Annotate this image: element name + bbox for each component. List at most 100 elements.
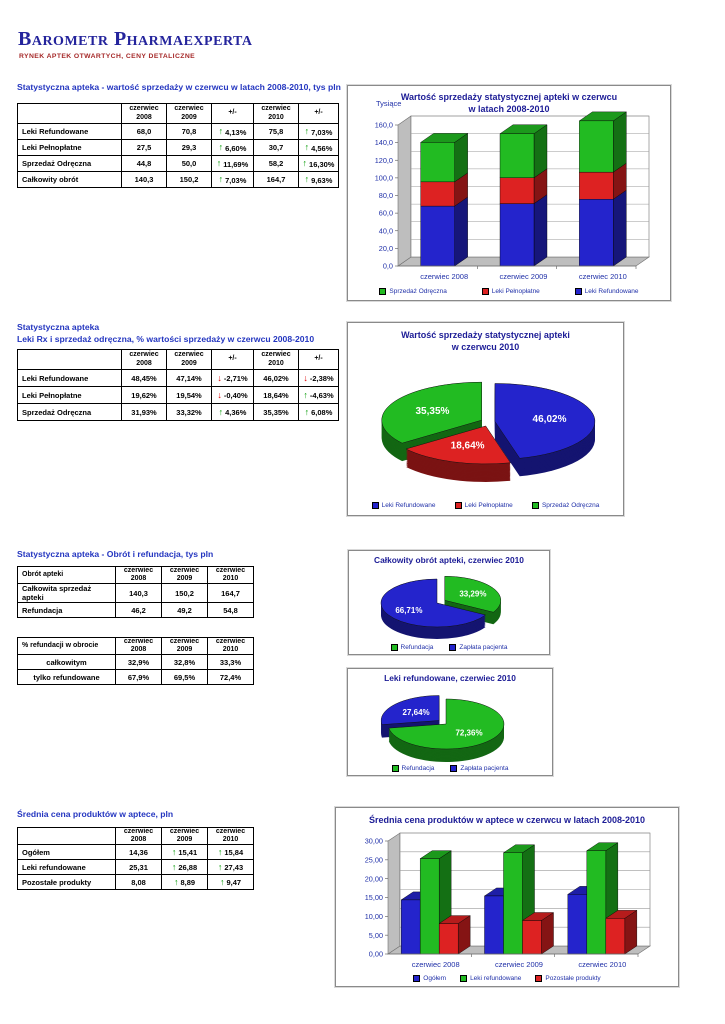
column-header: czerwiec 2008: [115, 636, 162, 656]
table-cell: ↑ 15,41: [161, 844, 208, 861]
trend-up-icon: ↑: [302, 158, 308, 168]
table-cell: 140,3: [115, 583, 162, 604]
column-header: czerwiec 2009: [161, 636, 208, 656]
column-header: czerwiec 2009: [166, 349, 212, 370]
chart-title: Leki refundowane, czerwiec 2010: [384, 673, 516, 683]
table-row: Sprzedaż Odręczna 44,8 50,0 ↑ 11,69% 58,2 ↑ 16,…: [17, 155, 339, 172]
column-header: % refundacji w obrocie: [17, 636, 116, 656]
table-cell: 46,2: [115, 602, 162, 619]
refund-share-table: % refundacji w obrocie czerwiec 2008 czerwi…: [17, 636, 254, 686]
section-heading-turnover: Statystyczna apteka - Obrót i refundacja…: [17, 549, 214, 559]
sales-value-stacked-bar-chart: 0,0 20,0 40,0 60,0 80,0 100,0 120,0 140,0 160,0 c…: [375, 111, 650, 281]
trend-up-icon: ↑: [218, 126, 224, 136]
table-cell: 30,7: [253, 139, 299, 156]
trend-up-icon: ↑: [173, 876, 179, 887]
svg-text:czerwiec 2008: czerwiec 2008: [412, 960, 460, 969]
legend-label: Pozostałe produkty: [545, 975, 601, 982]
report-title: Barometr Pharmaexperta: [18, 28, 253, 50]
table-cell: 25,31: [115, 859, 162, 876]
table-row: Całkowity obrót 140,3 150,2 ↑ 7,03% 164,7 ↑ 9,6…: [17, 171, 339, 188]
legend-swatch-icon: [535, 975, 543, 982]
column-header: czerwiec 2010: [253, 349, 299, 370]
legend-label: Leki Pełnopłatne: [491, 288, 540, 295]
legend-item: Zapłata pacjenta: [450, 765, 508, 772]
table-row: Leki Refundowane 68,0 70,8 ↑ 4,13% 75,8 ↑ 7,03%: [17, 123, 339, 140]
sales-share-pie-chart: 46,02% 18,64% 35,35%: [381, 381, 596, 482]
table-cell: 48,45%: [121, 369, 167, 387]
legend-swatch-icon: [481, 288, 489, 295]
table-cell: ↑ 16,30%: [298, 155, 339, 172]
row-label: Leki Refundowane: [17, 123, 122, 140]
row-label: Ogółem: [17, 844, 116, 861]
legend-label: Refundacja: [401, 765, 435, 772]
column-header: [17, 349, 122, 370]
table-row: całkowitym 32,9% 32,8% 33,3%: [17, 654, 254, 671]
legend-item: Refundacja: [391, 765, 435, 772]
legend-swatch-icon: [413, 975, 421, 982]
legend-label: Ogółem: [423, 975, 447, 982]
avg-price-chart-box: Średnia cena produktów w aptece w czerwc…: [335, 807, 679, 987]
table-header-row: czerwiec 2008 czerwiec 2009 czerwiec 2010: [17, 826, 254, 846]
table-cell: ↑ 8,89: [161, 874, 208, 891]
trend-up-icon: ↑: [218, 406, 224, 417]
column-header: czerwiec 2008: [121, 103, 167, 124]
chart-legend: Refundacja Zapłata pacjenta: [349, 644, 549, 651]
legend-item: Leki Pełnopłatne: [481, 288, 540, 295]
column-header: czerwiec 2010: [253, 103, 299, 124]
table-cell: 31,93%: [121, 403, 167, 421]
svg-text:35,35%: 35,35%: [415, 406, 449, 417]
trend-up-icon: ↑: [304, 406, 310, 417]
table-cell: ↓ -2,38%: [298, 369, 339, 387]
table-row: Sprzedaż Odręczna 31,93% 33,32% ↑ 4,36% 35,35…: [17, 403, 339, 421]
table-cell: 14,36: [115, 844, 162, 861]
column-header: czerwiec 2009: [161, 565, 208, 585]
chart-title: Całkowity obrót apteki, czerwiec 2010: [374, 555, 524, 565]
table-cell: 150,2: [166, 171, 212, 188]
legend-label: Leki Pełnopłatne: [464, 502, 513, 509]
sales-share-chart-box: Wartość sprzedaży statystycznej apteki w…: [347, 322, 624, 516]
table-row: Pozostałe produkty 8,08 ↑ 8,89 ↑ 9,47: [17, 874, 254, 891]
table-cell: ↑ 9,47: [207, 874, 254, 891]
section-heading-rx-share-line1: Statystyczna apteka: [17, 322, 100, 332]
table-cell: 29,3: [166, 139, 212, 156]
table-cell: ↑ 4,56%: [298, 139, 339, 156]
trend-up-icon: ↑: [304, 142, 310, 152]
table-cell: 19,54%: [166, 386, 212, 404]
legend-item: Leki Refundowane: [574, 288, 639, 295]
row-label: Całkowity obrót: [17, 171, 122, 188]
table-cell: ↑ 6,60%: [211, 139, 254, 156]
svg-text:10,00: 10,00: [365, 912, 383, 921]
row-label: Pozostałe produkty: [17, 874, 116, 891]
legend-swatch-icon: [449, 644, 457, 651]
column-header: czerwiec 2010: [207, 826, 254, 846]
svg-text:czerwiec 2009: czerwiec 2009: [500, 272, 548, 281]
table-header-row: % refundacji w obrocie czerwiec 2008 czerwi…: [17, 636, 254, 656]
legend-swatch-icon: [391, 765, 399, 772]
trend-up-icon: ↑: [171, 861, 177, 872]
table-cell: 75,8: [253, 123, 299, 140]
table-row: Leki Pełnopłatne 19,62% 19,54% ↓ -0,40% 18,64…: [17, 386, 339, 404]
svg-text:80,0: 80,0: [379, 191, 393, 200]
column-header: czerwiec 2008: [115, 826, 162, 846]
row-label: Leki Pełnopłatne: [17, 139, 122, 156]
svg-text:40,0: 40,0: [379, 226, 393, 235]
table-cell: 69,5%: [161, 669, 208, 686]
svg-text:72,36%: 72,36%: [455, 728, 482, 737]
svg-text:100,0: 100,0: [375, 173, 393, 182]
sales-value-table: czerwiec 2008 czerwiec 2009 +/- czerwiec 2010 +…: [17, 103, 339, 188]
table-cell: 19,62%: [121, 386, 167, 404]
svg-text:0,00: 0,00: [369, 950, 383, 959]
trend-up-icon: ↑: [217, 846, 223, 857]
legend-item: Zapłata pacjenta: [449, 644, 507, 651]
column-header: czerwiec 2009: [166, 103, 212, 124]
table-row: Leki refundowane 25,31 ↑ 26,88 ↑ 27,43: [17, 859, 254, 876]
table-cell: 33,32%: [166, 403, 212, 421]
row-label: Sprzedaż Odręczna: [17, 155, 122, 172]
chart-legend: Sprzedaż Odręczna Leki Pełnopłatne Leki Re…: [348, 288, 670, 295]
table-cell: 50,0: [166, 155, 212, 172]
legend-label: Zapłata pacjenta: [459, 644, 508, 651]
row-label: całkowitym: [17, 654, 116, 671]
legend-item: Leki Pełnopłatne: [454, 502, 513, 509]
turnover-table: Obrót apteki czerwiec 2008 czerwiec 2009 czer…: [17, 565, 254, 619]
table-header-row: Obrót apteki czerwiec 2008 czerwiec 2009 czer…: [17, 565, 254, 585]
